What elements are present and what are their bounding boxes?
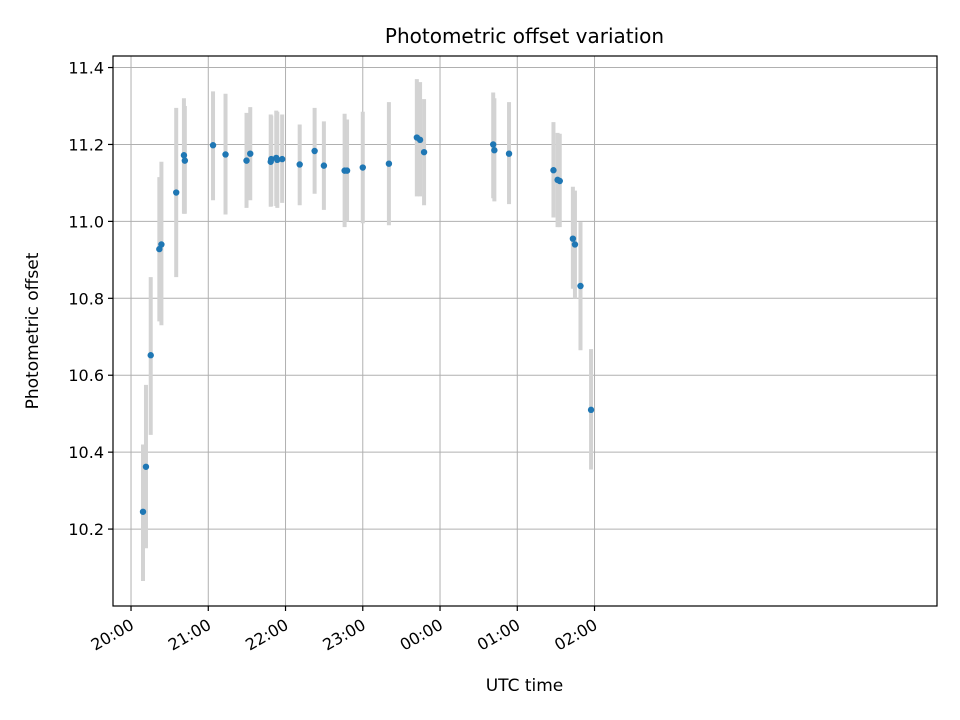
data-point-17	[296, 161, 303, 168]
x-tick-label-0: 20:00	[88, 615, 137, 655]
data-point-16	[278, 155, 286, 163]
error-bars	[140, 79, 594, 581]
data-point-23	[385, 160, 393, 167]
x-tick-label-2: 22:00	[242, 615, 291, 655]
y-tick-label-3: 10.8	[68, 289, 104, 308]
x-tick-label-6: 02:00	[551, 615, 600, 655]
plot-frame	[112, 55, 938, 607]
y-axis-ticks: 10.2 10.4 10.6 10.8 11.0 11.2 11.4	[68, 59, 113, 539]
y-tick-label-2: 10.6	[68, 366, 104, 385]
data-point-8	[209, 142, 217, 149]
data-point-36	[587, 406, 595, 414]
data-point-22	[359, 164, 366, 171]
data-point-19	[320, 162, 328, 169]
data-point-29	[505, 150, 513, 157]
data-point-0	[139, 508, 147, 515]
x-tick-label-5: 01:00	[474, 615, 523, 655]
x-tick-label-3: 23:00	[319, 615, 368, 655]
y-tick-label-6: 11.4	[68, 59, 104, 78]
data-point-5	[173, 189, 180, 196]
chart-title: Photometric offset variation	[385, 24, 664, 48]
x-axis-label: UTC time	[486, 676, 564, 696]
data-point-2	[147, 352, 154, 359]
grid-lines	[113, 56, 937, 606]
data-point-11	[247, 150, 254, 157]
y-tick-label-0: 10.2	[68, 520, 104, 539]
data-point-21	[343, 167, 351, 174]
data-point-7	[181, 157, 189, 164]
data-point-9	[222, 151, 229, 158]
data-point-34	[571, 241, 579, 248]
y-tick-label-1: 10.4	[68, 443, 104, 462]
data-point-32	[556, 177, 563, 185]
data-point-28	[491, 147, 498, 154]
data-point-10	[243, 157, 250, 164]
data-point-15	[274, 156, 281, 164]
x-tick-label-1: 21:00	[165, 615, 214, 655]
data-point-4	[158, 241, 165, 248]
data-point-35	[577, 282, 584, 290]
data-point-18	[311, 147, 318, 155]
y-tick-label-4: 11.0	[68, 212, 104, 231]
data-point-6	[180, 152, 188, 159]
data-points	[139, 134, 595, 515]
y-axis-label: Photometric offset	[23, 252, 43, 409]
data-point-27	[489, 141, 497, 148]
data-point-33	[569, 235, 577, 242]
data-point-13	[268, 155, 275, 163]
x-tick-label-4: 00:00	[397, 615, 446, 655]
data-point-1	[142, 463, 150, 470]
data-point-26	[420, 148, 428, 156]
data-point-30	[550, 167, 557, 174]
data-point-25	[416, 136, 424, 144]
x-axis-ticks: 20:00 21:00 22:00 23:00 00:00 01:00 02:00	[88, 606, 601, 655]
y-tick-label-5: 11.2	[68, 135, 104, 154]
